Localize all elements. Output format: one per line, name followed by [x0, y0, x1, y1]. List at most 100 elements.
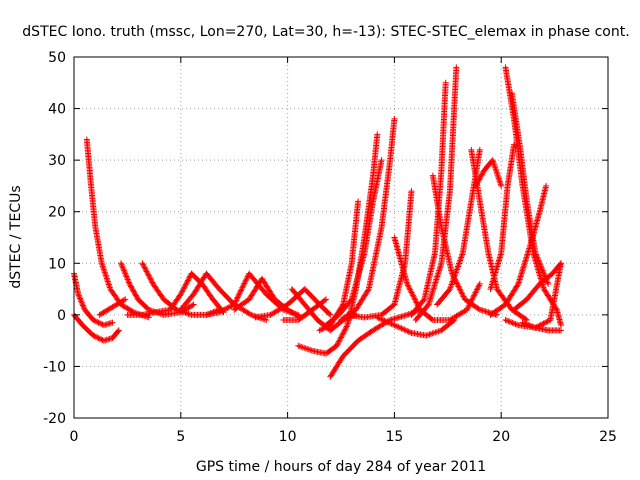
y-axis-label: dSTEC / TECUs [8, 185, 24, 288]
data-point [513, 321, 520, 328]
data-point [95, 319, 102, 326]
series-18 [338, 115, 398, 324]
data-point [80, 303, 87, 310]
data-point [478, 172, 485, 179]
data-point [401, 326, 408, 333]
data-point [470, 293, 477, 300]
data-point [436, 327, 443, 334]
data-point [190, 301, 197, 308]
data-point [391, 115, 398, 122]
data-point [125, 279, 132, 286]
data-point [508, 319, 515, 326]
series-21 [374, 314, 458, 339]
data-point [471, 292, 478, 299]
data-point [519, 319, 526, 326]
data-point [127, 283, 134, 290]
data-point [103, 275, 110, 282]
data-point [321, 297, 328, 304]
data-point [475, 283, 482, 290]
data-point [412, 296, 419, 303]
data-point [133, 293, 140, 300]
data-point [316, 327, 323, 334]
data-point [558, 322, 565, 329]
data-point [299, 344, 306, 351]
data-point [523, 321, 530, 328]
data-point [240, 283, 247, 290]
data-point [384, 318, 391, 325]
data-point [144, 269, 151, 276]
data-point [122, 270, 129, 277]
data-point [233, 295, 240, 302]
series-27 [472, 157, 505, 189]
data-point [131, 289, 138, 296]
data-point [92, 333, 99, 340]
data-point [341, 327, 348, 334]
data-point [492, 164, 499, 171]
data-point [534, 254, 541, 261]
data-point [430, 329, 437, 336]
data-point [140, 263, 147, 270]
data-point [457, 287, 464, 294]
data-point [460, 293, 467, 300]
data-point [404, 280, 411, 287]
data-point [455, 283, 462, 290]
data-point [536, 260, 543, 267]
data-point [476, 176, 483, 183]
data-point [335, 338, 342, 345]
data-point [231, 301, 238, 308]
series-28 [487, 141, 518, 293]
data-point [543, 319, 550, 326]
data-point [377, 315, 384, 322]
data-point [183, 280, 190, 287]
data-point [454, 280, 461, 287]
data-point [117, 260, 124, 267]
data-point [514, 282, 521, 289]
data-point [179, 287, 186, 294]
data-point [235, 291, 242, 298]
data-point [558, 260, 565, 267]
data-point [392, 322, 399, 329]
data-point [453, 64, 460, 71]
y-tick-label: 50 [48, 50, 66, 66]
data-point [374, 131, 381, 138]
data-point [124, 276, 131, 283]
data-point [91, 317, 98, 324]
data-point [79, 302, 86, 309]
data-point [475, 305, 482, 312]
data-point [476, 146, 483, 153]
data-point [142, 265, 149, 272]
data-point [509, 319, 516, 326]
data-point [234, 294, 241, 301]
data-point [453, 279, 460, 286]
data-point [405, 328, 412, 335]
data-point [389, 321, 396, 328]
data-point [91, 333, 98, 340]
data-point [98, 336, 105, 343]
x-tick-label: 15 [385, 429, 403, 445]
data-point [308, 347, 315, 354]
data-point [96, 320, 103, 327]
data-point [423, 332, 430, 339]
data-point [340, 329, 347, 336]
data-point [96, 335, 103, 342]
data-point [218, 307, 225, 314]
data-point [147, 275, 154, 282]
data-point [471, 290, 478, 297]
data-point [105, 280, 112, 287]
y-tick-label: -20 [43, 411, 66, 427]
series-13 [280, 296, 330, 324]
data-point [145, 271, 152, 278]
y-tick-label: 30 [48, 153, 66, 169]
data-point [129, 286, 136, 293]
y-tick-label: 40 [48, 102, 66, 118]
y-tick-label: 10 [48, 256, 66, 272]
data-point [102, 270, 109, 277]
data-point [319, 326, 326, 333]
series-22 [408, 79, 449, 318]
data-point [101, 267, 108, 274]
data-point [338, 334, 344, 341]
data-point [426, 331, 433, 338]
data-point [498, 182, 505, 189]
data-point [381, 317, 388, 324]
data-point [181, 309, 188, 316]
